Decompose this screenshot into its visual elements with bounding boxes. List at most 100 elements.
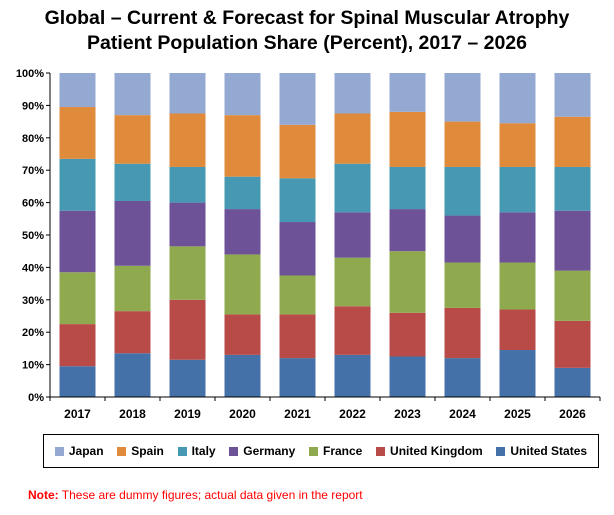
bar-segment-united-states-2025 [499,350,536,397]
bar-segment-united-states-2022 [334,354,371,397]
legend-swatch [376,446,386,456]
bar-segment-united-states-2017 [59,366,96,397]
legend-item: Japan [54,444,104,458]
bar-segment-france-2018 [114,265,151,312]
bar-segment-united-kingdom-2021 [279,314,316,359]
bar-segment-france-2026 [554,270,591,321]
legend-swatch [229,446,239,456]
bar-segment-spain-2021 [279,124,316,179]
bar-segment-france-2023 [389,251,426,313]
x-tick-label: 2022 [339,407,366,421]
x-tick-label: 2026 [559,407,586,421]
bar-segment-japan-2019 [169,73,206,114]
bar-segment-italy-2024 [444,166,481,216]
bar-segment-italy-2025 [499,166,536,213]
x-tick-label: 2020 [229,407,256,421]
bar-segment-spain-2024 [444,121,481,167]
y-tick-label: 10% [22,360,44,372]
bar-segment-japan-2017 [59,73,96,108]
stacked-bar-chart: 0% 10% 20% 30% 40% 50% 60% 70% 80% 90% 100% 2017 201… [16,68,601,421]
x-tick-label: 2021 [284,407,311,421]
bar-segment-germany-2026 [554,210,591,271]
bar-segment-spain-2019 [169,113,206,167]
bar-segment-germany-2017 [59,210,96,273]
bar-segment-germany-2020 [224,209,261,255]
bar-segment-spain-2018 [114,115,151,164]
bar-segment-italy-2017 [59,158,96,211]
y-tick-label: 40% [22,262,44,274]
legend-item: United States [496,444,587,458]
bar-segment-italy-2023 [389,166,426,210]
chart-title-line-2: Patient Population Share (Percent), 2017… [87,32,527,54]
bar-segment-france-2020 [224,254,261,315]
bar-segment-spain-2020 [224,115,261,177]
bar-segment-france-2021 [279,275,316,315]
legend-label: France [323,444,363,458]
bar-segment-germany-2024 [444,215,481,263]
y-tick-label: 90% [22,100,44,112]
legend-label: United Kingdom [390,444,483,458]
legend-item: Italy [177,444,216,458]
bar-segment-germany-2018 [114,200,151,266]
chart-legend: Japan Spain Italy Germany France United Kingd… [43,434,599,468]
bar-segment-germany-2022 [334,212,371,258]
note-label: Note: [28,488,59,502]
note-text: These are dummy figures; actual data giv… [58,488,363,502]
y-tick-label: 0% [28,392,44,404]
x-tick-label: 2024 [449,407,476,421]
chart-title-line-1: Global – Current & Forecast for Spinal M… [44,7,570,29]
bar-segment-united-states-2021 [279,358,316,397]
bar-segment-united-kingdom-2022 [334,306,371,355]
legend-swatch [177,446,187,456]
bar-segment-france-2022 [334,257,371,307]
legend-label: United States [510,444,588,458]
y-tick-label: 100% [16,68,44,80]
bar-segment-united-kingdom-2024 [444,307,481,359]
bar-segment-france-2017 [59,272,96,325]
y-tick-label: 70% [22,165,44,177]
bar-segment-italy-2018 [114,163,151,201]
bar-segment-spain-2023 [389,111,426,167]
y-tick-label: 60% [22,198,44,210]
legend-item: Germany [229,444,295,458]
bar-segment-germany-2023 [389,209,426,252]
bar-segment-japan-2018 [114,73,151,116]
y-tick-label: 20% [22,327,44,339]
bar-segment-united-states-2026 [554,367,591,397]
bar-segment-united-kingdom-2023 [389,312,426,357]
bar-segment-germany-2021 [279,222,316,276]
chart-title: Global – Current & Forecast for Spinal M… [0,6,614,56]
x-tick-label: 2025 [504,407,531,421]
bar-segment-japan-2026 [554,73,591,117]
legend-item: France [309,444,362,458]
x-tick-label: 2019 [174,407,201,421]
legend-label: Japan [68,444,104,458]
bar-segment-france-2025 [499,262,536,310]
bar-segment-japan-2025 [499,73,536,124]
bar-segment-united-kingdom-2018 [114,311,151,354]
bar-segment-united-states-2020 [224,354,261,397]
bar-segment-united-states-2019 [169,359,206,397]
bar-segment-france-2019 [169,246,206,300]
bar-segment-france-2024 [444,262,481,308]
legend-item: United Kingdom [376,444,483,458]
bar-segment-united-kingdom-2020 [224,314,261,355]
legend-swatch [117,446,127,456]
bar-segment-italy-2022 [334,163,371,213]
bar-segment-italy-2026 [554,166,591,211]
legend-swatch [309,446,318,456]
legend-label: Spain [131,444,164,458]
legend-swatch [496,446,506,456]
bar-segment-italy-2019 [169,166,206,203]
y-tick-label: 50% [22,230,44,242]
legend-swatch [54,446,64,456]
bar-segment-japan-2021 [279,73,316,125]
bar-segment-united-kingdom-2026 [554,320,591,368]
bar-segment-spain-2017 [59,107,96,159]
bar-segment-japan-2023 [389,73,426,112]
x-tick-label: 2018 [119,407,146,421]
footnote: Note: These are dummy figures; actual da… [28,488,363,502]
x-tick-label: 2023 [394,407,421,421]
bar-segment-united-states-2023 [389,356,426,397]
legend-label: Italy [191,444,216,458]
